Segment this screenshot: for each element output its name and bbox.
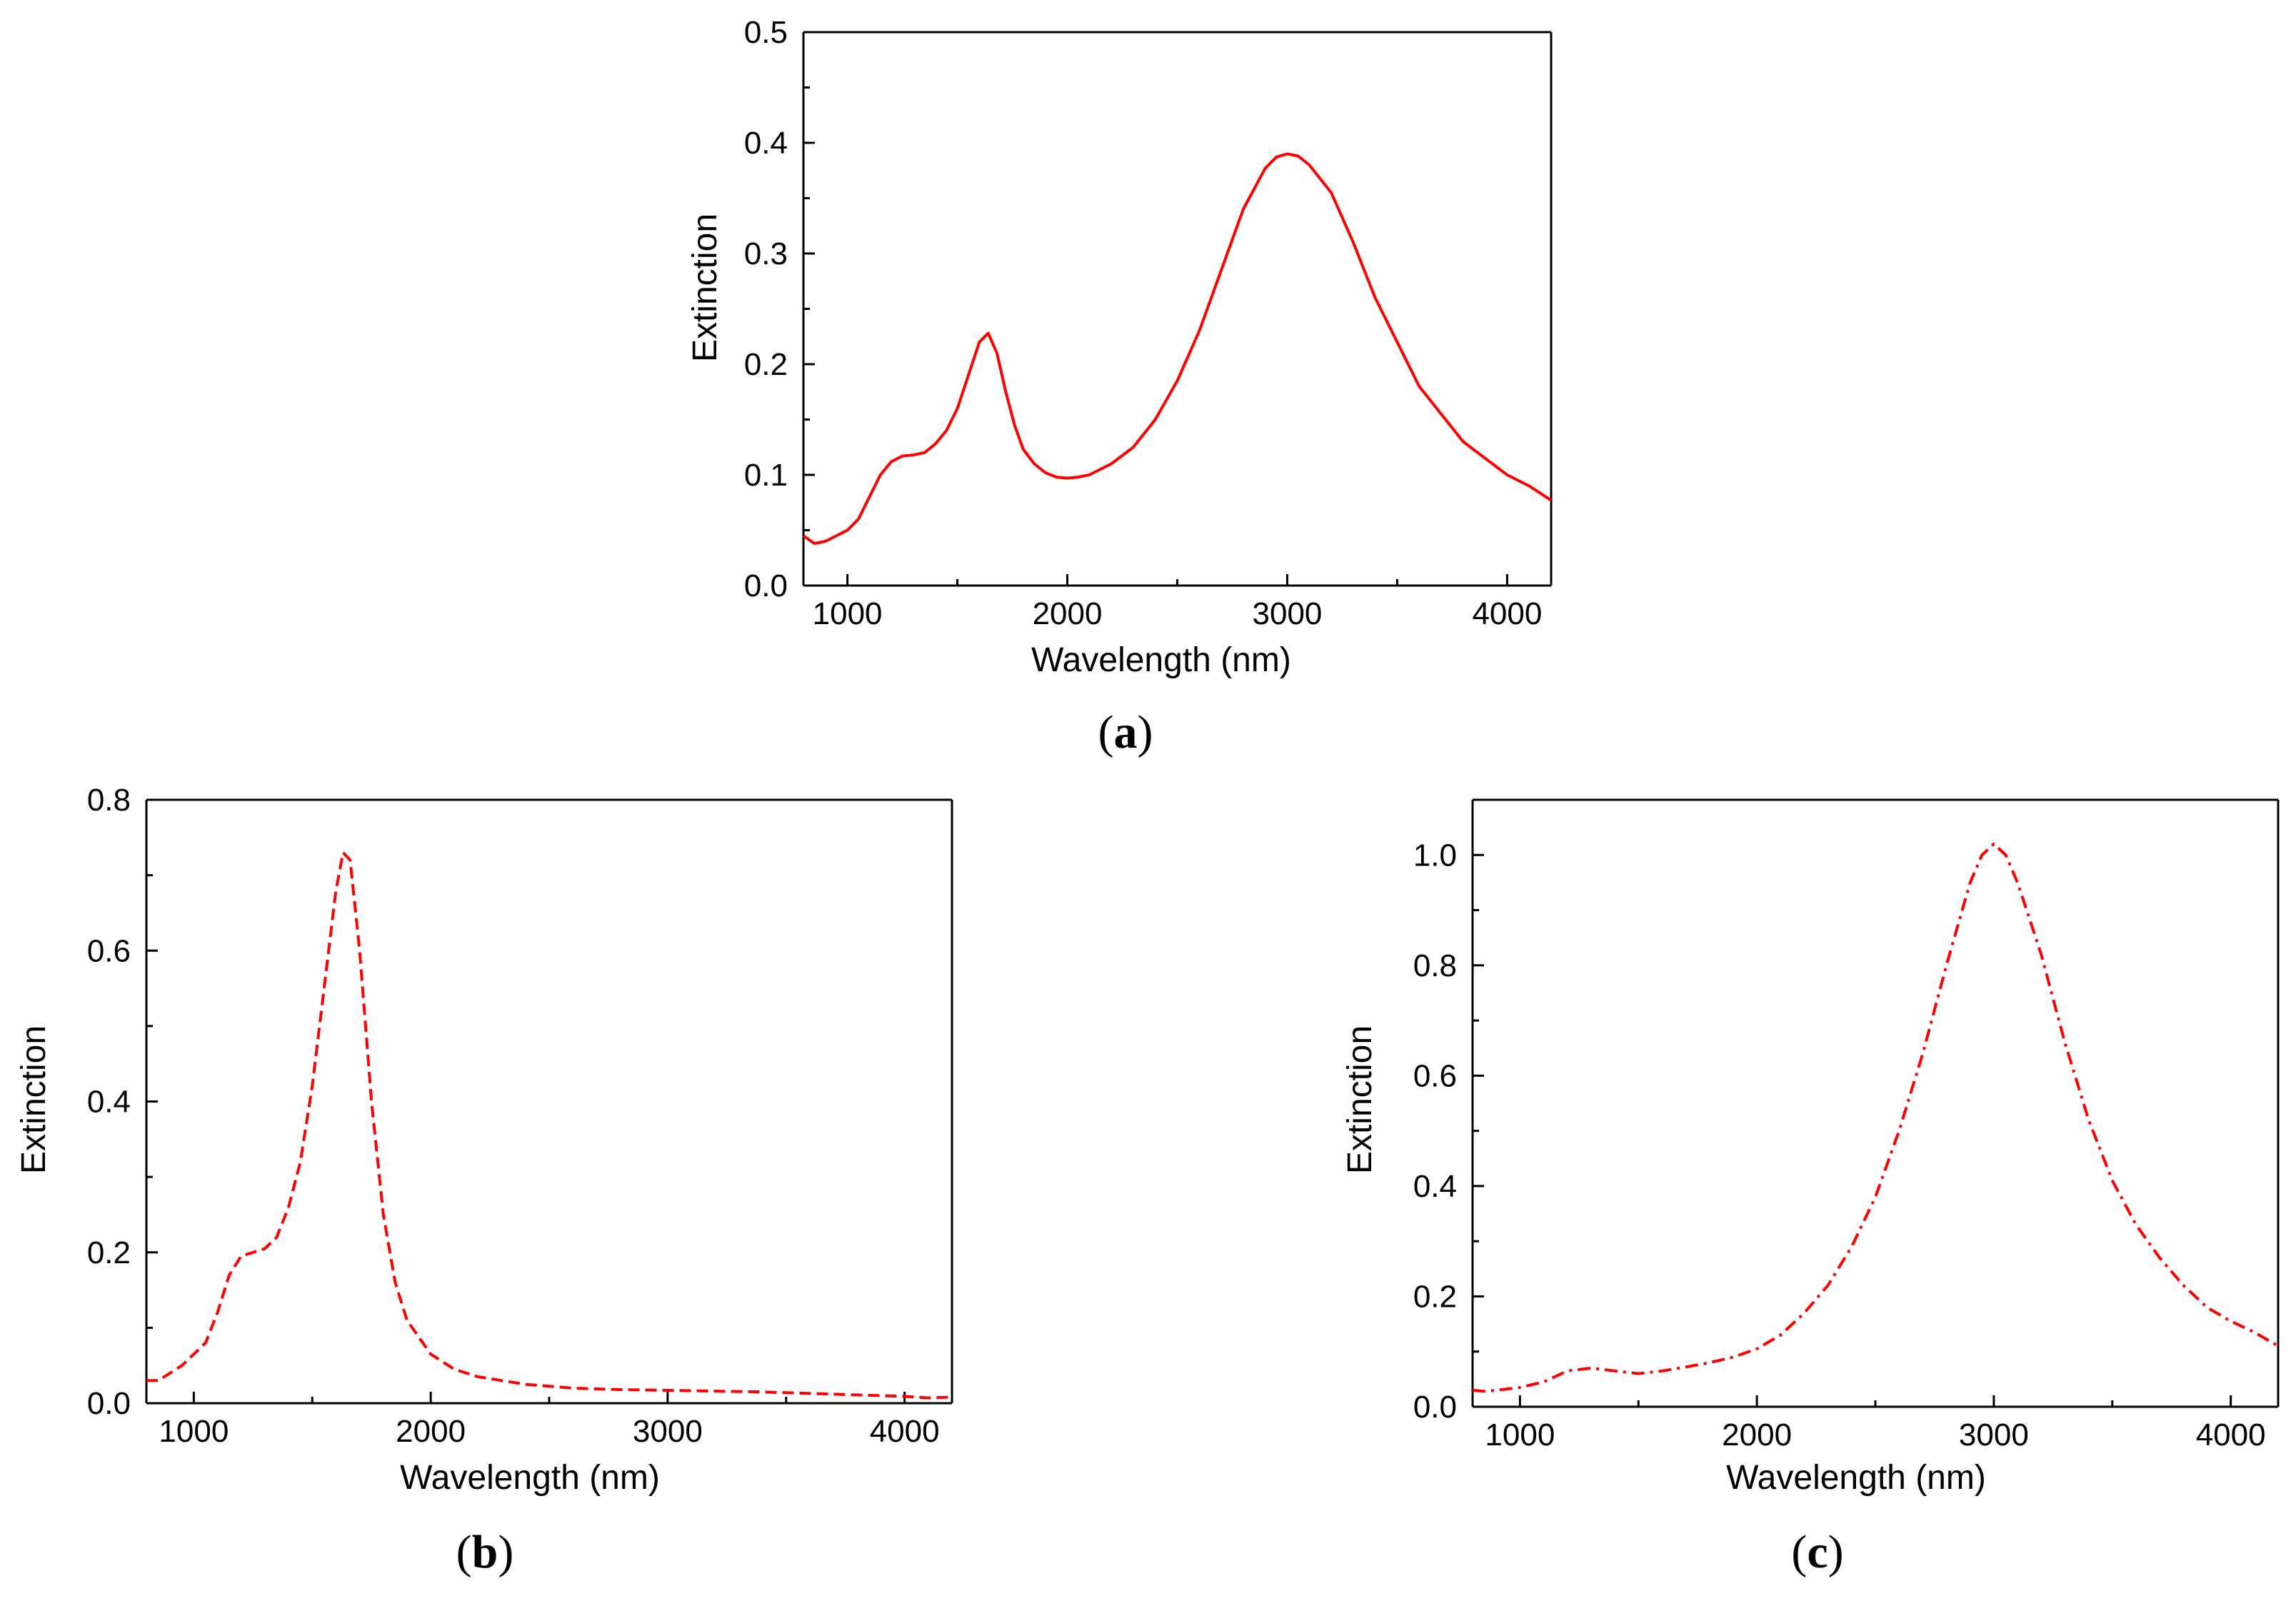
panel-c-x-tick-label: 2000 — [1722, 1417, 1792, 1452]
panel-b-caption-letter: b — [472, 1526, 498, 1578]
panel-c-extinction-line — [1472, 842, 2280, 1393]
panel-b-x-axis-label: Wavelength (nm) — [400, 1459, 660, 1497]
panel-b-y-tick-label: 0.6 — [87, 933, 131, 968]
panel-c-x-tick-label: 4000 — [2196, 1417, 2266, 1452]
panel-a-extinction-line — [802, 152, 1553, 546]
panel-a-y-tick-label: 0.0 — [744, 568, 788, 603]
panel-b-x-tick-label: 4000 — [870, 1414, 940, 1449]
panel-c-y-axis-label: Extinction — [1341, 1025, 1379, 1174]
panel-c-x-axis-label: Wavelength (nm) — [1726, 1459, 1986, 1497]
panel-c-y-axis: 0.0 0.2 0.4 0.6 0.8 1.0 — [1413, 798, 1484, 1425]
panel-b-extinction-line — [146, 850, 953, 1400]
panel-a-x-tick-label: 2000 — [1033, 596, 1103, 631]
panel-a-caption-letter: a — [1114, 706, 1138, 758]
panel-b-x-tick-label: 3000 — [633, 1414, 703, 1449]
panel-c-x-axis: 1000 2000 3000 4000 — [1485, 1395, 2266, 1452]
panel-a-y-tick-label: 0.3 — [744, 236, 788, 271]
panel-a-y-tick-label: 0.5 — [744, 15, 788, 50]
panel-b: 1000 2000 3000 4000 0.0 0.2 0.4 0.6 0.8 Wavelen… — [15, 783, 953, 1578]
panel-c-y-tick-label: 0.8 — [1413, 948, 1457, 983]
panel-a-y-tick-label: 0.1 — [744, 458, 788, 493]
panel-c-x-tick-label: 1000 — [1485, 1417, 1555, 1452]
panel-c: 1000 2000 3000 4000 0.0 0.2 0.4 0.6 0.8 1.0 Wave… — [1341, 798, 2280, 1578]
panel-c-y-tick-label: 1.0 — [1413, 838, 1457, 873]
panel-c-series — [1472, 842, 2280, 1393]
panel-b-caption: (b) — [456, 1526, 514, 1578]
panel-b-series — [146, 850, 953, 1400]
panel-b-x-tick-label: 1000 — [159, 1414, 229, 1449]
panel-a-series — [802, 152, 1553, 546]
panel-b-x-tick-label: 2000 — [396, 1414, 466, 1449]
panel-b-x-axis: 1000 2000 3000 4000 — [159, 1392, 940, 1449]
panel-b-y-axis: 0.0 0.2 0.4 0.6 0.8 — [87, 783, 158, 1421]
panel-c-y-tick-label: 0.6 — [1413, 1058, 1457, 1093]
panel-c-y-tick-label: 0.0 — [1413, 1390, 1457, 1425]
panel-a-x-tick-label: 4000 — [1472, 596, 1542, 631]
panel-b-y-tick-label: 0.2 — [87, 1235, 131, 1270]
panel-b-y-tick-label: 0.8 — [87, 783, 131, 818]
panel-b-y-tick-label: 0.4 — [87, 1085, 131, 1120]
panel-b-y-tick-label: 0.0 — [87, 1386, 131, 1421]
panel-a: 1000 2000 3000 4000 0.0 0.1 0.2 0.3 0.4 0.5 Wave… — [686, 15, 1553, 758]
panel-a-x-axis: 1000 2000 3000 4000 — [813, 574, 1542, 631]
panel-c-y-tick-label: 0.4 — [1413, 1169, 1457, 1204]
panel-c-caption-letter: c — [1807, 1526, 1828, 1578]
panel-b-y-axis-label: Extinction — [15, 1025, 53, 1174]
panel-a-caption: (a) — [1098, 706, 1153, 758]
panel-a-y-axis-label: Extinction — [686, 214, 724, 362]
panel-a-x-axis-label: Wavelength (nm) — [1031, 641, 1291, 679]
panel-a-x-tick-label: 1000 — [813, 596, 883, 631]
panel-c-x-tick-label: 3000 — [1959, 1417, 2029, 1452]
panel-a-y-tick-label: 0.2 — [744, 347, 788, 382]
panel-a-y-tick-label: 0.4 — [744, 126, 788, 161]
panel-c-y-tick-label: 0.2 — [1413, 1279, 1457, 1314]
panel-a-x-tick-label: 3000 — [1253, 596, 1323, 631]
panel-a-y-axis: 0.0 0.1 0.2 0.3 0.4 0.5 — [744, 15, 815, 603]
panel-c-caption: (c) — [1791, 1526, 1843, 1578]
